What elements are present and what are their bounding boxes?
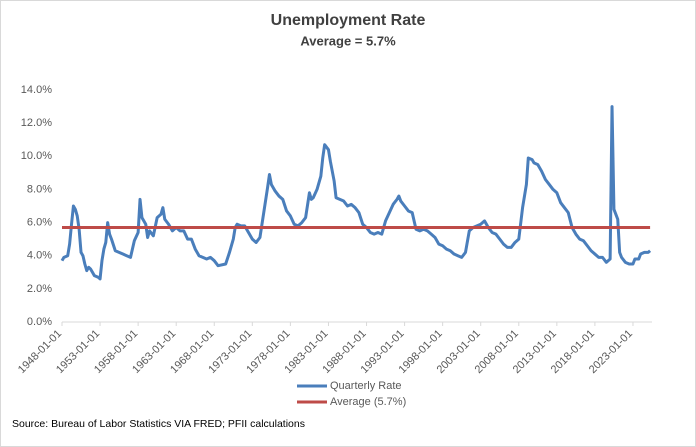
legend-label: Average (5.7%) xyxy=(330,396,406,408)
y-tick-label: 14.0% xyxy=(21,84,52,96)
y-tick-label: 8.0% xyxy=(27,183,52,195)
y-tick-label: 12.0% xyxy=(21,117,52,129)
chart-title: Unemployment Rate xyxy=(271,12,426,29)
legend-label: Quarterly Rate xyxy=(330,380,402,392)
data-line xyxy=(60,105,652,281)
y-tick-label: 2.0% xyxy=(27,283,52,295)
y-tick-label: 6.0% xyxy=(27,216,52,228)
source-note: Source: Bureau of Labor Statistics VIA F… xyxy=(12,418,305,430)
chart-subtitle: Average = 5.7% xyxy=(300,33,396,48)
y-tick-label: 10.0% xyxy=(21,150,52,162)
y-tick-label: 0.0% xyxy=(27,316,52,328)
y-tick-label: 4.0% xyxy=(27,250,52,262)
